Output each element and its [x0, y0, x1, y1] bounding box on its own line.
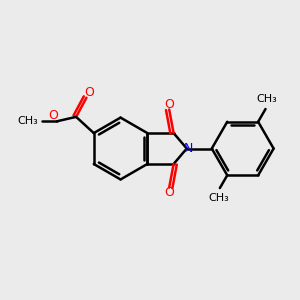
Text: CH₃: CH₃ — [256, 94, 278, 104]
Text: O: O — [164, 98, 174, 111]
Text: O: O — [84, 86, 94, 99]
Text: CH₃: CH₃ — [208, 193, 229, 203]
Text: O: O — [164, 186, 174, 199]
Text: N: N — [184, 142, 193, 155]
Text: CH₃: CH₃ — [17, 116, 38, 126]
Text: O: O — [49, 110, 58, 122]
